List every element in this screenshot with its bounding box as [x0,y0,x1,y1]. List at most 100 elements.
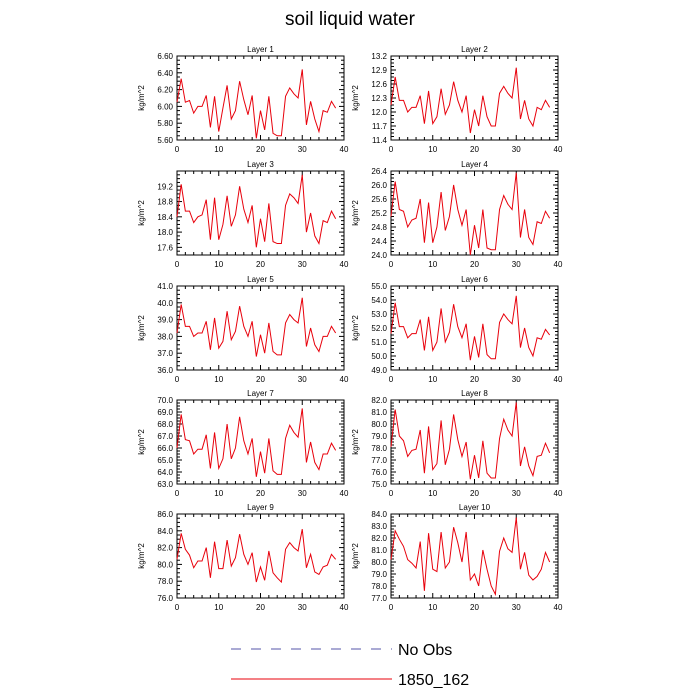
panel-title: Layer 9 [247,503,274,512]
plot-frame [176,513,345,599]
x-tick-label: 10 [214,145,223,154]
y-tick-label: 52.0 [371,324,387,333]
chart-panel-2: 0 10 20 30 40 11.4 11.7 12.0 12.3 12.6 12.9 13.2 Lay… [351,45,563,154]
y-tick-label: 25.2 [371,209,387,218]
y-tick-label: 77.0 [371,594,387,603]
x-tick-label: 10 [428,260,437,269]
y-tick-label: 79.0 [371,432,387,441]
x-tick-label: 40 [554,145,563,154]
y-tick-label: 78.0 [371,444,387,453]
y-tick-label: 39.0 [157,316,173,325]
x-tick-label: 0 [175,603,180,612]
x-tick-label: 40 [340,603,349,612]
series-line [390,402,551,480]
y-tick-label: 76.0 [371,468,387,477]
legend-label: 1850_162 [398,672,469,689]
y-tick-label: 18.8 [157,198,173,207]
x-tick-label: 10 [214,489,223,498]
x-tick-label: 30 [298,489,307,498]
plot-frame [176,399,345,485]
y-tick-label: 6.60 [157,52,173,61]
x-tick-label: 0 [389,375,394,384]
x-tick-label: 20 [256,260,265,269]
y-axis-label: kg/m^2 [351,315,360,341]
plot-frame [390,285,559,371]
x-tick-label: 0 [389,489,394,498]
legend-label: No Obs [398,642,452,659]
y-tick-label: 51.0 [371,338,387,347]
series-line [176,69,337,139]
plot-frame [390,513,559,599]
y-tick-label: 68.0 [157,420,173,429]
x-tick-label: 30 [512,375,521,384]
y-axis-label: kg/m^2 [137,543,146,569]
y-axis-label: kg/m^2 [351,200,360,226]
y-tick-label: 40.0 [157,299,173,308]
y-tick-label: 77.0 [371,456,387,465]
chart-panel-6: 0 10 20 30 40 49.0 50.0 51.0 52.0 53.0 54.0 55.0 Lay… [351,275,563,384]
panel-title: Layer 2 [461,45,488,54]
series-line [390,295,551,361]
y-tick-label: 12.9 [371,66,387,75]
y-axis-label: kg/m^2 [137,315,146,341]
x-tick-label: 20 [470,260,479,269]
series-line [176,408,337,477]
x-tick-label: 20 [470,375,479,384]
x-tick-label: 0 [175,260,180,269]
legend-entry-2: 1850_162 [231,672,469,689]
y-tick-label: 24.0 [371,251,387,260]
y-axis-label: kg/m^2 [137,85,146,111]
y-tick-label: 5.60 [157,136,173,145]
series-line [390,517,551,597]
x-tick-label: 40 [340,145,349,154]
panel-title: Layer 5 [247,275,274,284]
panel-title: Layer 3 [247,160,274,169]
y-tick-label: 11.4 [372,136,388,145]
y-tick-label: 67.0 [157,432,173,441]
y-tick-label: 84.0 [371,510,387,519]
y-tick-label: 82.0 [371,534,387,543]
x-tick-label: 40 [554,375,563,384]
chart-panel-7: 0 10 20 30 40 63.0 64.0 65.0 66.0 67.0 68.0 69.0 70.… [137,389,349,498]
y-tick-label: 26.4 [371,167,387,176]
series-line [390,172,551,256]
plot-frame [176,55,345,141]
chart-panel-5: 0 10 20 30 40 36.0 37.0 38.0 39.0 40.0 41.0 Layer 5… [137,275,349,384]
x-tick-label: 10 [428,145,437,154]
x-tick-label: 30 [512,145,521,154]
y-tick-label: 6.00 [157,102,173,111]
y-tick-label: 69.0 [157,408,173,417]
y-tick-label: 55.0 [371,282,387,291]
figure-title: soil liquid water [285,9,415,30]
y-tick-label: 12.6 [371,80,387,89]
x-tick-label: 20 [256,489,265,498]
y-tick-label: 63.0 [157,480,173,489]
x-tick-label: 10 [214,375,223,384]
x-tick-label: 10 [214,260,223,269]
y-tick-label: 41.0 [157,282,173,291]
chart-panel-9: 0 10 20 30 40 76.0 78.0 80.0 82.0 84.0 86.0 Layer 9… [137,503,349,612]
x-tick-label: 0 [389,603,394,612]
y-tick-label: 11.7 [372,122,388,131]
y-tick-label: 12.0 [371,108,387,117]
x-tick-label: 0 [389,145,394,154]
x-tick-label: 10 [428,603,437,612]
plot-frame [390,55,559,141]
panel-title: Layer 7 [247,389,274,398]
panel-title: Layer 10 [459,503,491,512]
y-tick-label: 50.0 [371,352,387,361]
y-tick-label: 81.0 [371,408,387,417]
y-tick-label: 49.0 [371,366,387,375]
y-tick-label: 80.0 [371,420,387,429]
series-line [176,529,337,584]
y-tick-label: 6.40 [157,69,173,78]
y-tick-label: 83.0 [371,522,387,531]
x-tick-label: 30 [512,603,521,612]
y-axis-label: kg/m^2 [351,429,360,455]
series-line [176,174,337,248]
y-tick-label: 37.0 [157,349,173,358]
y-tick-label: 24.8 [371,223,387,232]
y-tick-label: 80.0 [157,560,173,569]
y-tick-label: 26.0 [371,181,387,190]
y-tick-label: 54.0 [371,296,387,305]
